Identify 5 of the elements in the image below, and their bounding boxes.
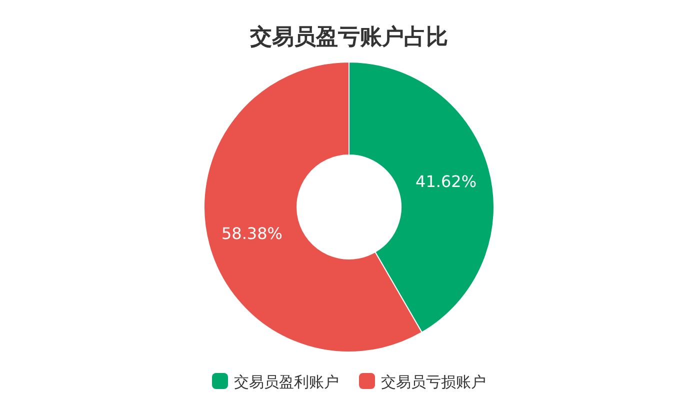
legend-label: 交易员亏损账户 — [381, 373, 486, 391]
chart-title: 交易员盈亏账户占比 — [249, 24, 448, 50]
data-label: 58.38% — [221, 224, 282, 244]
legend-label: 交易员盈利账户 — [234, 373, 339, 391]
data-label: 41.62% — [416, 172, 477, 191]
